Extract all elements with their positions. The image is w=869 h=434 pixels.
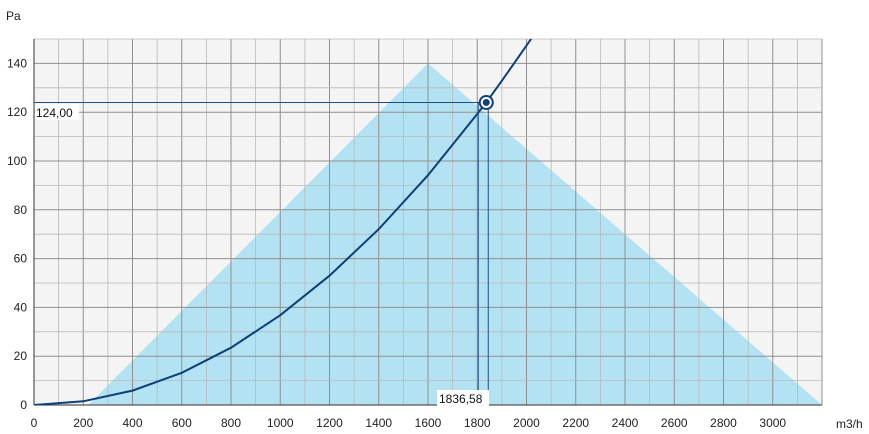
operating-point-marker-layer	[478, 94, 494, 110]
x-tick-label: 1000	[267, 416, 294, 430]
system-curve-layer	[34, 39, 533, 405]
x-tick-labels: 0 200 400 600 800 1000 1200 1400 1600 1800 2000 220…	[31, 416, 787, 430]
operating-point-y-label: 124,00	[36, 106, 73, 120]
x-tick-label: 2400	[612, 416, 639, 430]
x-tick-label: 1800	[464, 416, 491, 430]
x-tick-label: 2600	[661, 416, 688, 430]
y-value-label-box	[35, 104, 79, 120]
x-tick-label: 600	[172, 416, 192, 430]
y-tick-label: 140	[7, 56, 27, 70]
x-tick-label: 1400	[365, 416, 392, 430]
x-tick-label: 2800	[710, 416, 737, 430]
x-axis-unit-label: m3/h	[836, 417, 863, 431]
x-tick-label: 3000	[759, 416, 786, 430]
y-axis-unit-label: Pa	[6, 9, 21, 23]
y-tick-label: 60	[14, 252, 28, 266]
x-tick-label: 2200	[562, 416, 589, 430]
x-value-label-box	[437, 390, 489, 406]
x-tick-label: 1200	[316, 416, 343, 430]
operating-point-reference-lines	[34, 101, 489, 405]
x-tick-label: 2000	[513, 416, 540, 430]
y-tick-label: 40	[14, 300, 28, 314]
operating-point-labels: 124,00 1836,58	[35, 104, 489, 406]
y-tick-label: 100	[7, 154, 27, 168]
x-tick-label: 800	[221, 416, 241, 430]
x-tick-label: 0	[31, 416, 38, 430]
system-curve	[34, 39, 533, 405]
x-tick-label: 400	[122, 416, 142, 430]
x-tick-label: 1600	[415, 416, 442, 430]
x-tick-label: 200	[73, 416, 93, 430]
y-tick-label: 20	[14, 349, 28, 363]
y-tick-labels: 0 20 40 60 80 100 120 140	[7, 56, 27, 412]
y-tick-label: 80	[14, 203, 28, 217]
operating-point-marker-center	[482, 98, 490, 106]
y-tick-label: 0	[20, 398, 27, 412]
y-tick-label: 120	[7, 105, 27, 119]
grid-layer	[33, 38, 823, 406]
operating-point-x-label: 1836,58	[439, 392, 483, 406]
